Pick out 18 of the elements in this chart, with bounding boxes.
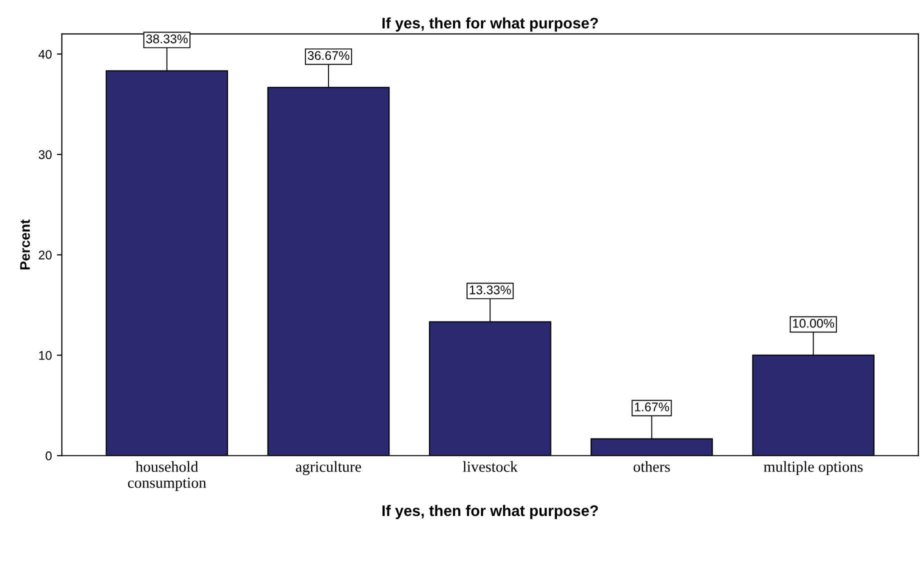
x-tick-label: agriculture: [296, 461, 362, 476]
x-tick-label: livestock: [462, 461, 518, 472]
x-tick-label: others: [634, 461, 670, 472]
y-tick-label: 0: [46, 451, 52, 460]
x-tick-label: household consumption: [128, 461, 206, 492]
chart-title: If yes, then for what purpose?: [382, 17, 598, 32]
data-label: 10.00%: [793, 318, 834, 328]
x-axis-title: If yes, then for what purpose?: [382, 504, 598, 520]
data-label: 13.33%: [470, 285, 511, 294]
data-label: 1.67%: [634, 402, 670, 412]
y-tick-label: 30: [38, 150, 52, 160]
y-axis-title: Percent: [20, 219, 30, 270]
y-tick-label: 10: [39, 351, 52, 360]
data-label: 36.67%: [308, 51, 350, 60]
y-tick-label: 40: [38, 50, 52, 59]
y-tick-label: 20: [38, 250, 52, 260]
x-tick-label: multiple options: [764, 461, 863, 476]
data-label: 38.33%: [146, 34, 188, 44]
